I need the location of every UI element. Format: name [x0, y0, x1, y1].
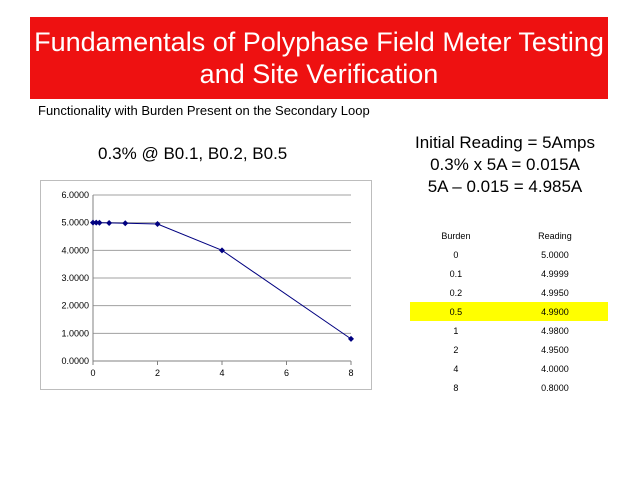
- slide-title-line-2: and Site Verification: [199, 59, 439, 89]
- cell-reading: 4.9900: [501, 302, 608, 321]
- table-row: 4 4.0000: [410, 359, 608, 378]
- cell-burden: 0.5: [410, 302, 502, 321]
- y-tick-label: 6.0000: [61, 190, 89, 200]
- chart-frame: 0.0000 1.0000 2.0000 3.0000 4.0000 5.0000 6.00…: [40, 180, 372, 390]
- column-header-burden: Burden: [441, 230, 471, 241]
- data-point: [93, 219, 100, 226]
- series-line: [93, 222, 352, 340]
- table-row: 0.1 4.9999: [410, 264, 608, 283]
- slide-subtitle: Functionality with Burden Present on the…: [38, 103, 370, 118]
- data-point: [106, 219, 113, 226]
- y-tick-label: 2.0000: [61, 301, 89, 311]
- info-line-initial-reading: Initial Reading = 5Amps: [414, 133, 596, 152]
- info-block: Initial Reading = 5Amps 0.3% x 5A = 0.01…: [400, 132, 610, 198]
- cell-reading: 4.9950: [541, 287, 569, 298]
- cell-burden: 0.2: [449, 287, 463, 298]
- cell-reading: 0.8000: [541, 382, 569, 393]
- x-tick-label: 0: [90, 368, 95, 378]
- x-tick-label: 2: [155, 368, 160, 378]
- data-point: [96, 219, 103, 226]
- y-tick-label: 3.0000: [61, 273, 89, 283]
- cell-burden: 2: [453, 344, 459, 355]
- y-tick-label: 5.0000: [61, 218, 89, 228]
- chart-caption: 0.3% @ B0.1, B0.2, B0.5: [98, 144, 288, 163]
- x-tick-label: 4: [219, 368, 224, 378]
- table-row: 1 4.9800: [410, 321, 608, 340]
- table-row: 2 4.9500: [410, 340, 608, 359]
- data-point: [90, 219, 96, 226]
- x-tick-label: 6: [284, 368, 289, 378]
- table-row: 8 0.8000: [410, 378, 608, 397]
- cell-reading: 4.9800: [541, 325, 569, 336]
- slide-title-line-1: Fundamentals of Polyphase Field Meter Te…: [34, 27, 604, 57]
- cell-burden: 0: [453, 249, 459, 260]
- column-header-reading: Reading: [538, 230, 572, 241]
- table-row: 0 5.0000: [410, 245, 608, 264]
- data-point: [348, 335, 354, 342]
- burden-reading-table: Burden Reading 0 5.0000 0.1 4.9999 0.2 4.99…: [410, 226, 608, 397]
- data-point: [122, 220, 129, 227]
- cell-reading: 4.9500: [541, 344, 569, 355]
- cell-reading: 5.0000: [541, 249, 569, 260]
- table-row: 0.2 4.9950: [410, 283, 608, 302]
- cell-burden: 0.1: [449, 268, 463, 279]
- cell-burden: 4: [453, 363, 459, 374]
- line-chart: 0.0000 1.0000 2.0000 3.0000 4.0000 5.0000 6.00…: [61, 190, 354, 378]
- y-tick-label: 0.0000: [61, 356, 89, 366]
- y-tick-label: 1.0000: [61, 328, 89, 338]
- table-header-row: Burden Reading: [410, 226, 608, 245]
- info-line-tolerance: 0.3% x 5A = 0.015A: [430, 155, 580, 174]
- cell-reading: 4.9999: [541, 268, 569, 279]
- x-tick-label: 8: [348, 368, 353, 378]
- slide-title: Fundamentals of Polyphase Field Meter Te…: [30, 17, 608, 99]
- y-tick-label: 4.0000: [61, 245, 89, 255]
- data-point: [219, 247, 225, 254]
- cell-reading: 4.0000: [541, 363, 569, 374]
- cell-burden: 1: [453, 325, 459, 336]
- cell-burden: 8: [453, 382, 459, 393]
- table-row-highlighted: 0.5 4.9900: [410, 302, 608, 321]
- info-line-limit: 5A – 0.015 = 4.985A: [427, 177, 583, 196]
- data-point: [154, 221, 161, 228]
